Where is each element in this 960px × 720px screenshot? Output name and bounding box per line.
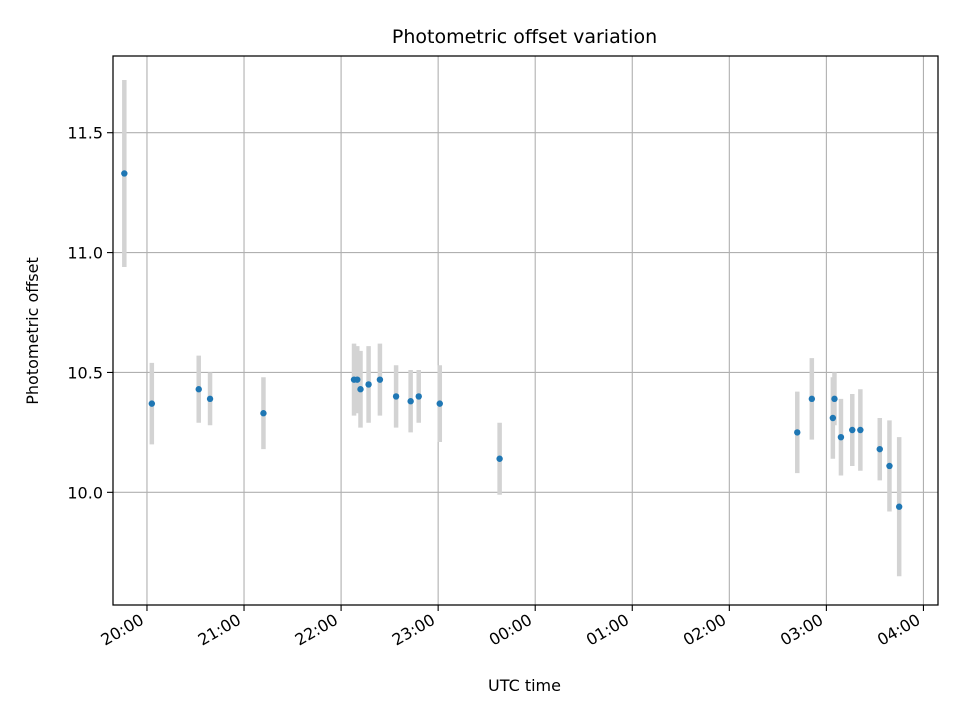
data-point [831,395,838,403]
data-point [876,445,883,453]
x-tick-label: 01:00 [583,610,632,650]
data-point [837,433,845,441]
data-point [365,381,372,388]
y-tick-label: 10.5 [67,363,103,382]
grid [113,56,938,605]
data-point [849,426,856,434]
data-point [121,170,128,177]
data-point [148,400,156,407]
data-point [392,393,400,400]
data-point [829,414,837,422]
x-tick-label: 21:00 [195,610,244,650]
x-tick-label: 03:00 [777,610,826,650]
x-axis-ticks: 20:00 21:00 22:00 23:00 00:00 01:00 02:00 03:00… [98,605,924,650]
data-point [407,398,414,405]
data-point [357,386,364,393]
data-point [260,410,267,417]
data-point [496,455,503,462]
x-tick-label: 22:00 [292,610,341,650]
plot-frame [112,55,939,606]
y-tick-label: 11.0 [67,244,103,263]
data-point [354,376,361,383]
error-bars [122,79,902,577]
data-point [436,400,443,407]
data-point [206,395,214,403]
x-tick-label: 02:00 [680,610,729,650]
chart-title: Photometric offset variation [392,26,657,48]
y-tick-label: 10.0 [67,483,103,502]
data-point [857,426,864,434]
data-point [808,395,816,403]
data-points [121,170,903,510]
x-tick-label: 20:00 [98,610,147,650]
data-point [415,393,422,400]
x-tick-label: 00:00 [486,610,535,650]
y-axis-ticks: 10.0 10.5 11.0 11.5 [67,124,113,502]
data-point [895,503,903,510]
y-axis-label: Photometric offset [23,257,42,405]
data-point [794,429,801,436]
data-point [195,386,202,393]
x-axis-label: UTC time [488,676,561,695]
y-tick-label: 11.5 [67,124,103,143]
data-point [886,462,893,470]
data-point [376,376,384,383]
x-tick-label: 23:00 [389,610,438,650]
x-tick-label: 04:00 [874,610,923,650]
